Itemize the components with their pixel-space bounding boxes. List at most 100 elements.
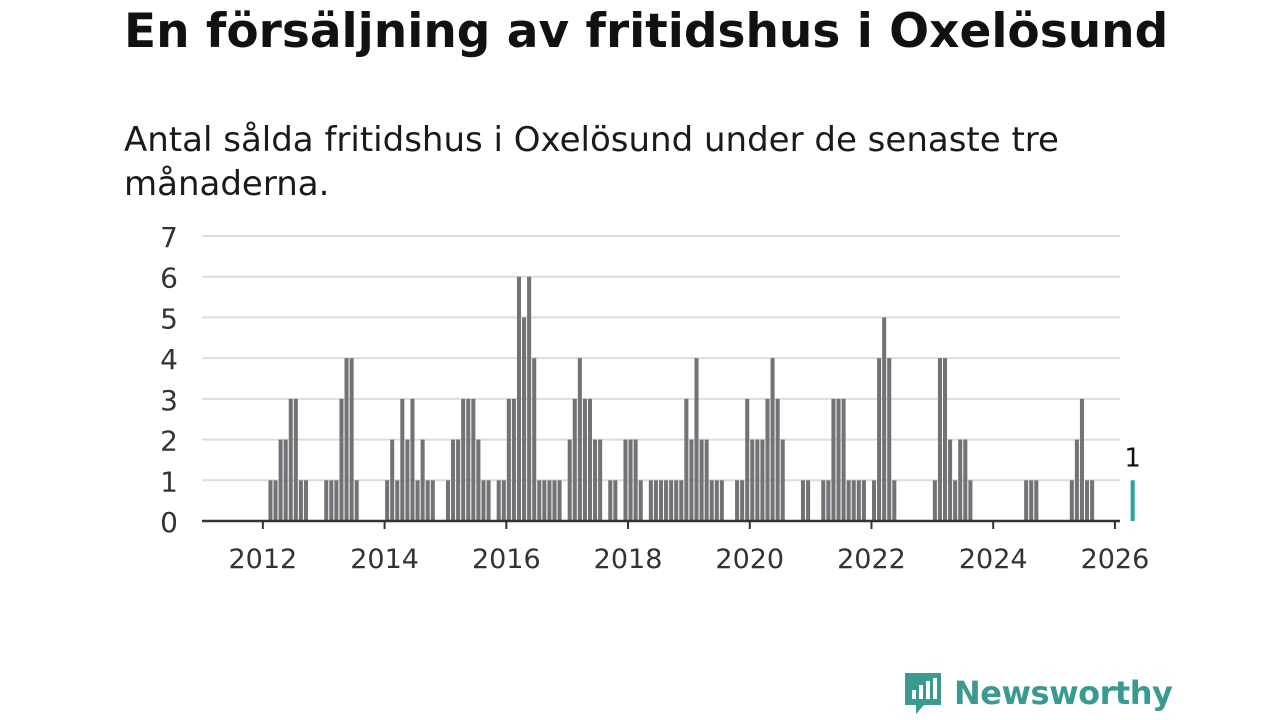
bar <box>471 398 476 521</box>
y-tick-label: 0 <box>160 506 178 539</box>
bar <box>958 439 963 521</box>
bar <box>349 358 354 521</box>
bar <box>664 480 669 521</box>
bar <box>572 398 577 521</box>
bar <box>466 398 471 521</box>
bar <box>390 439 395 521</box>
bar <box>1024 480 1029 521</box>
x-tick-label: 2026 <box>1081 544 1150 575</box>
bar <box>344 358 349 521</box>
x-tick-label: 2018 <box>594 544 663 575</box>
bar <box>740 480 745 521</box>
bar <box>461 398 466 521</box>
bar <box>821 480 826 521</box>
bar <box>293 398 298 521</box>
bar <box>1069 480 1074 521</box>
bar <box>856 480 861 521</box>
bar <box>288 398 293 521</box>
bar <box>648 480 653 521</box>
bar <box>684 398 689 521</box>
bar <box>501 480 506 521</box>
bar <box>851 480 856 521</box>
bar <box>689 439 694 521</box>
bar <box>882 317 887 521</box>
bar <box>633 439 638 521</box>
bar <box>765 398 770 521</box>
bar <box>451 439 456 521</box>
bar <box>420 439 425 521</box>
bar <box>532 358 537 521</box>
bar <box>496 480 501 521</box>
bar-highlight <box>1130 480 1135 521</box>
bar <box>415 480 420 521</box>
bar <box>674 480 679 521</box>
bar <box>937 358 942 521</box>
bar <box>577 358 582 521</box>
bar <box>658 480 664 521</box>
bar <box>273 480 278 521</box>
y-tick-label: 2 <box>160 425 178 458</box>
bar <box>826 480 831 521</box>
x-tick-label: 2012 <box>229 544 298 575</box>
x-tick-label: 2020 <box>715 544 784 575</box>
bar <box>709 480 714 521</box>
bar <box>1074 439 1079 521</box>
data-label: 1 <box>1124 443 1141 473</box>
bar <box>755 439 760 521</box>
chart-title: En försäljning av fritidshus i Oxelösund <box>124 4 1169 59</box>
bar <box>476 439 481 521</box>
bar <box>887 358 892 521</box>
bar <box>638 480 643 521</box>
bar <box>334 480 339 521</box>
bar <box>760 439 765 521</box>
bar <box>780 439 785 521</box>
bar <box>719 480 724 521</box>
bar <box>953 480 958 521</box>
brand-name: Newsworthy <box>954 674 1173 712</box>
bar <box>932 480 937 521</box>
bar <box>339 398 344 521</box>
bar <box>410 398 415 521</box>
bar <box>456 439 461 521</box>
bar <box>522 317 527 521</box>
x-tick-label: 2024 <box>959 544 1028 575</box>
bar <box>385 480 390 521</box>
bar <box>582 398 587 521</box>
bar <box>1029 480 1034 521</box>
bar <box>542 480 547 521</box>
bar <box>871 480 877 521</box>
bar <box>704 439 709 521</box>
bar <box>395 480 400 521</box>
bar <box>628 439 633 521</box>
bar <box>547 480 552 521</box>
bar <box>735 480 740 521</box>
bar <box>836 398 841 521</box>
bar <box>608 480 613 521</box>
bar <box>425 480 430 521</box>
bar <box>527 276 532 521</box>
bar <box>552 480 557 521</box>
bar <box>598 439 603 521</box>
bar <box>942 358 948 521</box>
y-tick-label: 6 <box>160 262 178 295</box>
bar <box>430 480 435 521</box>
bar <box>745 398 750 521</box>
bar <box>587 398 593 521</box>
bar <box>324 480 329 521</box>
bar <box>775 398 780 521</box>
bar <box>963 439 968 521</box>
bar <box>445 480 451 521</box>
bar <box>948 439 953 521</box>
chart-subtitle: Antal sålda fritidshus i Oxelösund under… <box>124 120 1059 204</box>
bar <box>750 439 755 521</box>
bar <box>593 439 598 521</box>
bar <box>354 480 359 521</box>
bar <box>567 439 572 521</box>
bar <box>400 398 405 521</box>
bar <box>800 480 806 521</box>
bar <box>861 480 866 521</box>
bar <box>506 398 511 521</box>
bar <box>405 439 410 521</box>
bar <box>511 398 516 521</box>
bar <box>1079 398 1084 521</box>
